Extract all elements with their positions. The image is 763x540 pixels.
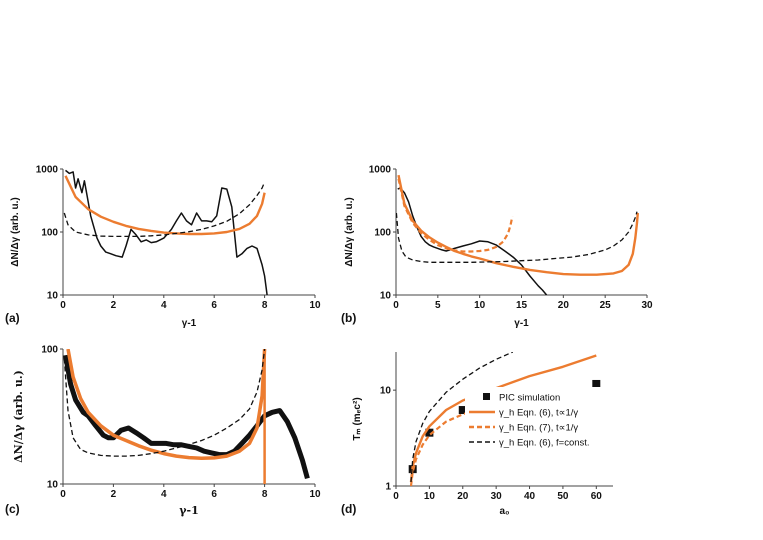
y-tick-label: 100: [41, 228, 58, 239]
x-tick-label: 8: [262, 300, 268, 311]
y-tick-label: 10: [380, 386, 392, 397]
x-tick-label: 0: [393, 300, 399, 311]
series-line: [66, 349, 267, 461]
series-line: [409, 389, 597, 486]
panel-label: (c): [5, 502, 20, 516]
x-tick-label: 0: [60, 489, 66, 500]
legend-marker: [483, 393, 490, 400]
x-tick-label: 4: [161, 300, 167, 311]
legend: PIC simulation γ_h Eqn. (6), t∝1/γ γ_h Eqn…: [465, 387, 620, 453]
x-tick-label: 2: [111, 489, 117, 500]
x-axis-label: γ-1: [179, 504, 198, 517]
y-tick-label: 10: [380, 291, 392, 302]
x-tick-label: 8: [262, 489, 268, 500]
panel-label: (a): [5, 311, 20, 325]
panel-label: (d): [341, 502, 356, 516]
panel-b: 0 5 10 15 20 25 30 10 100 1000 γ-1 ΔN/Δγ (arb. u.) (…: [341, 165, 653, 330]
x-tick-label: 60: [591, 491, 603, 502]
series-line: [63, 349, 266, 457]
legend-box: [465, 387, 620, 453]
x-axis-label: γ-1: [182, 318, 197, 329]
x-tick-label: 50: [557, 491, 569, 502]
x-tick-label: 10: [309, 489, 321, 500]
x-tick-label: 20: [558, 300, 570, 311]
x-tick-label: 2: [111, 300, 117, 311]
series-line: [63, 181, 266, 238]
x-tick-label: 0: [393, 491, 399, 502]
series-line: [396, 211, 638, 263]
x-tick-label: 40: [524, 491, 536, 502]
x-tick-label: 20: [457, 491, 469, 502]
series-line: [63, 354, 310, 480]
x-tick-label: 5: [435, 300, 441, 311]
y-tick-label: 1000: [36, 165, 59, 176]
series-line: [409, 354, 597, 483]
x-axis-label: γ-1: [514, 318, 529, 329]
panel-c: 0 2 4 6 8 10 10 100 γ-1 ΔN/Δγ (arb. u.) (c): [5, 345, 321, 518]
y-axis-label: Tₘ (mₑc²): [352, 397, 363, 440]
legend-label: PIC simulation: [499, 393, 560, 404]
y-tick-label: 1000: [369, 165, 392, 176]
y-axis-label: ΔN/Δγ (arb. u.): [344, 197, 355, 266]
legend-label: γ_h Eqn. (7), t∝1/γ: [499, 423, 578, 434]
x-tick-label: 6: [211, 300, 217, 311]
pic-simulation-point: [592, 379, 601, 388]
x-tick-label: 4: [161, 489, 167, 500]
series-line: [64, 175, 266, 236]
pic-simulation-point: [425, 428, 434, 437]
x-tick-label: 15: [516, 300, 528, 311]
x-tick-label: 30: [641, 300, 653, 311]
x-tick-label: 10: [474, 300, 486, 311]
y-axis-label: ΔN/Δγ (arb. u.): [10, 197, 21, 266]
x-tick-label: 25: [600, 300, 612, 311]
x-tick-label: 6: [211, 489, 217, 500]
x-tick-label: 10: [309, 300, 321, 311]
panel-a: 0 2 4 6 8 10 10 100 1000 γ-1 ΔN/Δγ (arb. u.) (a): [5, 165, 321, 330]
series-line: [397, 174, 639, 276]
y-tick-label: 100: [41, 345, 58, 356]
panel-label: (b): [341, 311, 356, 325]
y-axis-label: ΔN/Δγ (arb. u.): [12, 370, 25, 463]
y-tick-label: 1: [385, 482, 391, 493]
x-tick-label: 30: [491, 491, 503, 502]
legend-label: γ_h Eqn. (6), t∝1/γ: [499, 408, 578, 419]
series-line: [397, 187, 548, 295]
panel-d: 0 10 20 30 40 50 60 1 10 a₀ Tₘ (mₑc²) (d) PIC simula…: [341, 352, 620, 517]
y-tick-label: 100: [374, 228, 391, 239]
x-axis-label: a₀: [499, 506, 509, 517]
y-tick-label: 10: [47, 291, 59, 302]
y-tick-label: 10: [47, 480, 59, 491]
series-line: [65, 169, 268, 295]
pic-simulation-point: [458, 406, 467, 415]
legend-label: γ_h Eqn. (6), f=const.: [499, 438, 590, 449]
x-tick-label: 10: [424, 491, 436, 502]
x-tick-label: 0: [60, 300, 66, 311]
series-line: [397, 178, 514, 253]
